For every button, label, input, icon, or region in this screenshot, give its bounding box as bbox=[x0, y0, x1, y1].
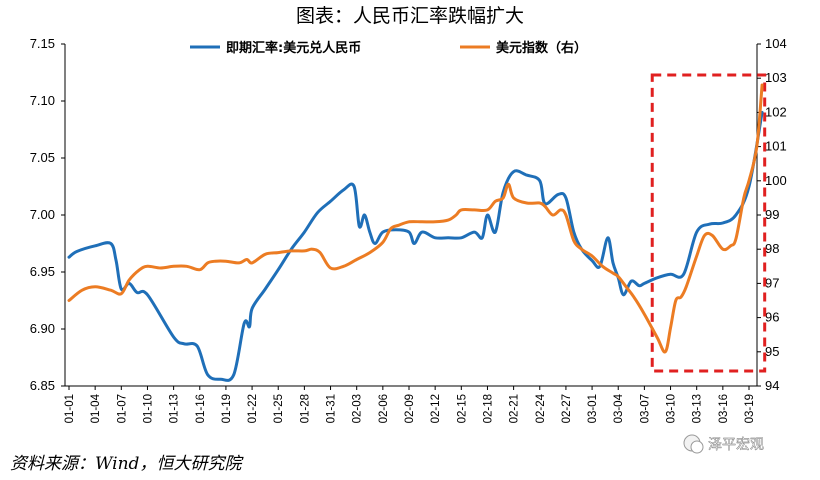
x-tick-label: 01-16 bbox=[195, 394, 207, 423]
x-tick-label: 02-21 bbox=[509, 394, 521, 423]
x-tick-label: 02-03 bbox=[352, 394, 364, 423]
y-right-tick-label: 102 bbox=[765, 104, 787, 119]
source-note: 资料来源：Wind，恒大研究院 bbox=[10, 454, 244, 474]
y-right-tick-label: 96 bbox=[765, 310, 779, 325]
x-tick-label: 03-13 bbox=[692, 394, 704, 423]
watermark-text: 泽平宏观 bbox=[708, 437, 764, 453]
x-tick-label: 03-10 bbox=[666, 394, 678, 423]
x-tick-label: 02-18 bbox=[482, 394, 494, 423]
y-right-tick-label: 97 bbox=[765, 275, 779, 290]
watermark: 泽平宏观 bbox=[683, 434, 764, 454]
legend-label-1: 即期汇率:美元兑人民币 bbox=[226, 40, 361, 56]
x-tick-label: 02-27 bbox=[561, 394, 573, 423]
y-left-tick-label: 6.85 bbox=[30, 378, 55, 393]
y-left-tick-label: 7.05 bbox=[30, 150, 55, 165]
y-right-tick-label: 103 bbox=[765, 70, 787, 85]
y-left-tick-label: 7.10 bbox=[30, 93, 55, 108]
series-lines bbox=[67, 83, 764, 382]
x-tick-label: 02-15 bbox=[456, 394, 468, 423]
x-tick-label: 03-16 bbox=[718, 394, 730, 423]
x-tick-label: 01-31 bbox=[326, 394, 338, 423]
x-tick-label: 02-06 bbox=[378, 394, 390, 423]
x-tick-label: 01-13 bbox=[169, 394, 181, 423]
x-tick-label: 01-25 bbox=[273, 394, 285, 423]
y-left-tick-label: 6.90 bbox=[30, 321, 55, 336]
x-tick-label: 01-22 bbox=[247, 394, 259, 423]
y-right-tick-label: 95 bbox=[765, 344, 779, 359]
x-tick-label: 01-07 bbox=[116, 394, 128, 423]
x-tick-label: 01-04 bbox=[90, 393, 102, 423]
y-right-tick-label: 99 bbox=[765, 207, 779, 222]
y-left-tick-label: 7.15 bbox=[30, 36, 55, 51]
x-tick-label: 03-19 bbox=[744, 394, 756, 423]
x-tick-label: 01-10 bbox=[142, 394, 154, 423]
y-left-tick-label: 6.95 bbox=[30, 264, 55, 279]
wechat-icon-inner bbox=[690, 440, 704, 454]
x-tick-label: 03-04 bbox=[613, 393, 625, 423]
y-right-tick-label: 94 bbox=[765, 378, 779, 393]
y-right-tick-label: 104 bbox=[765, 36, 787, 51]
x-tick-label: 02-09 bbox=[404, 394, 416, 423]
x-tick-label: 02-12 bbox=[430, 394, 442, 423]
chart-title: 图表：人民币汇率跌幅扩大 bbox=[296, 5, 524, 27]
x-tick-label: 01-01 bbox=[64, 394, 76, 423]
x-tick-label: 03-01 bbox=[587, 394, 599, 423]
legend: 即期汇率:美元兑人民币 美元指数（右） bbox=[190, 40, 587, 56]
y-right-tick-label: 101 bbox=[765, 139, 787, 154]
x-tick-label: 01-28 bbox=[299, 394, 311, 423]
highlight-box bbox=[650, 73, 767, 373]
y-left-tick-label: 7.00 bbox=[30, 207, 55, 222]
x-tick-label: 03-07 bbox=[639, 394, 651, 423]
x-tick-label: 02-24 bbox=[535, 393, 547, 423]
y-right-tick-label: 98 bbox=[765, 241, 779, 256]
highlight-rect bbox=[650, 73, 767, 373]
x-tick-label: 01-19 bbox=[221, 394, 233, 423]
series-line-1 bbox=[67, 110, 764, 382]
legend-label-2: 美元指数（右） bbox=[496, 40, 587, 56]
series-line-2 bbox=[67, 83, 764, 354]
axes: 6.85 6.90 6.95 7.00 7.05 7.10 7.15 94 95 96 97 98 99… bbox=[30, 36, 787, 423]
y-right-tick-label: 100 bbox=[765, 173, 787, 188]
